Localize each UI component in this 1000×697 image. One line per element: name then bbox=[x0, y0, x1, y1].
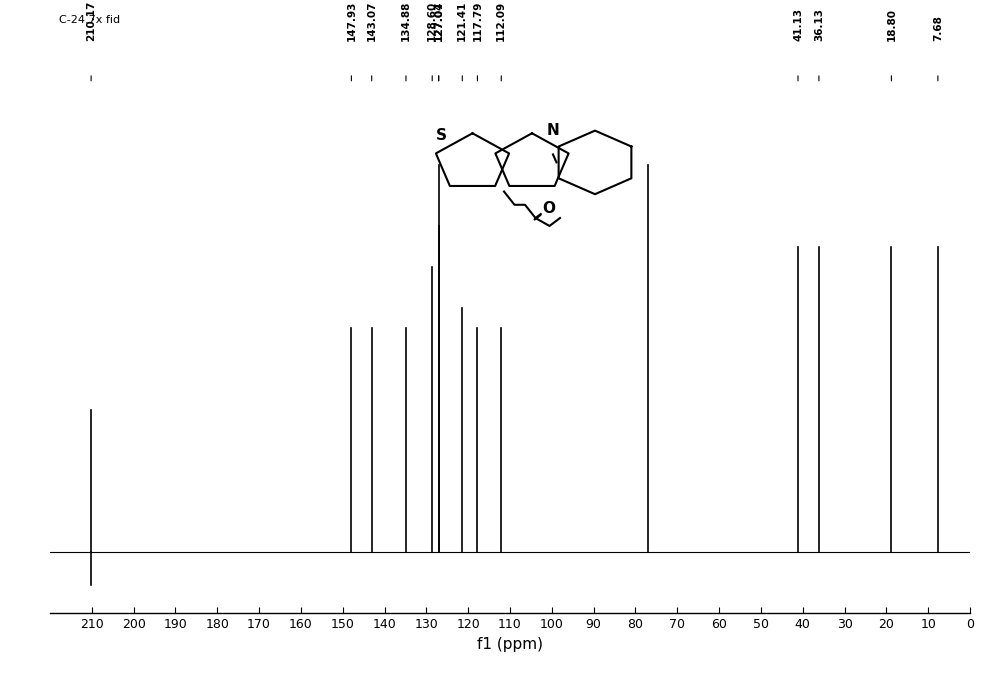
Text: 121.41: 121.41 bbox=[457, 1, 467, 41]
Text: 127.07: 127.07 bbox=[434, 1, 444, 41]
Text: 134.88: 134.88 bbox=[401, 1, 411, 41]
Text: 7.68: 7.68 bbox=[933, 15, 943, 41]
Text: 128.60: 128.60 bbox=[427, 1, 437, 41]
Text: 147.93: 147.93 bbox=[346, 1, 356, 41]
Text: 18.80: 18.80 bbox=[886, 8, 896, 41]
Text: 127.04: 127.04 bbox=[434, 1, 444, 41]
X-axis label: f1 (ppm): f1 (ppm) bbox=[477, 637, 543, 652]
Text: N: N bbox=[547, 123, 559, 138]
Text: 210.17: 210.17 bbox=[86, 1, 96, 41]
Text: 112.09: 112.09 bbox=[496, 1, 506, 41]
Text: C-24.7x fid: C-24.7x fid bbox=[59, 15, 120, 25]
Text: O: O bbox=[542, 201, 556, 216]
Text: 143.07: 143.07 bbox=[367, 1, 377, 41]
Text: 117.79: 117.79 bbox=[472, 1, 482, 41]
Text: 36.13: 36.13 bbox=[814, 8, 824, 41]
Text: S: S bbox=[436, 128, 446, 144]
Text: 41.13: 41.13 bbox=[793, 8, 803, 41]
